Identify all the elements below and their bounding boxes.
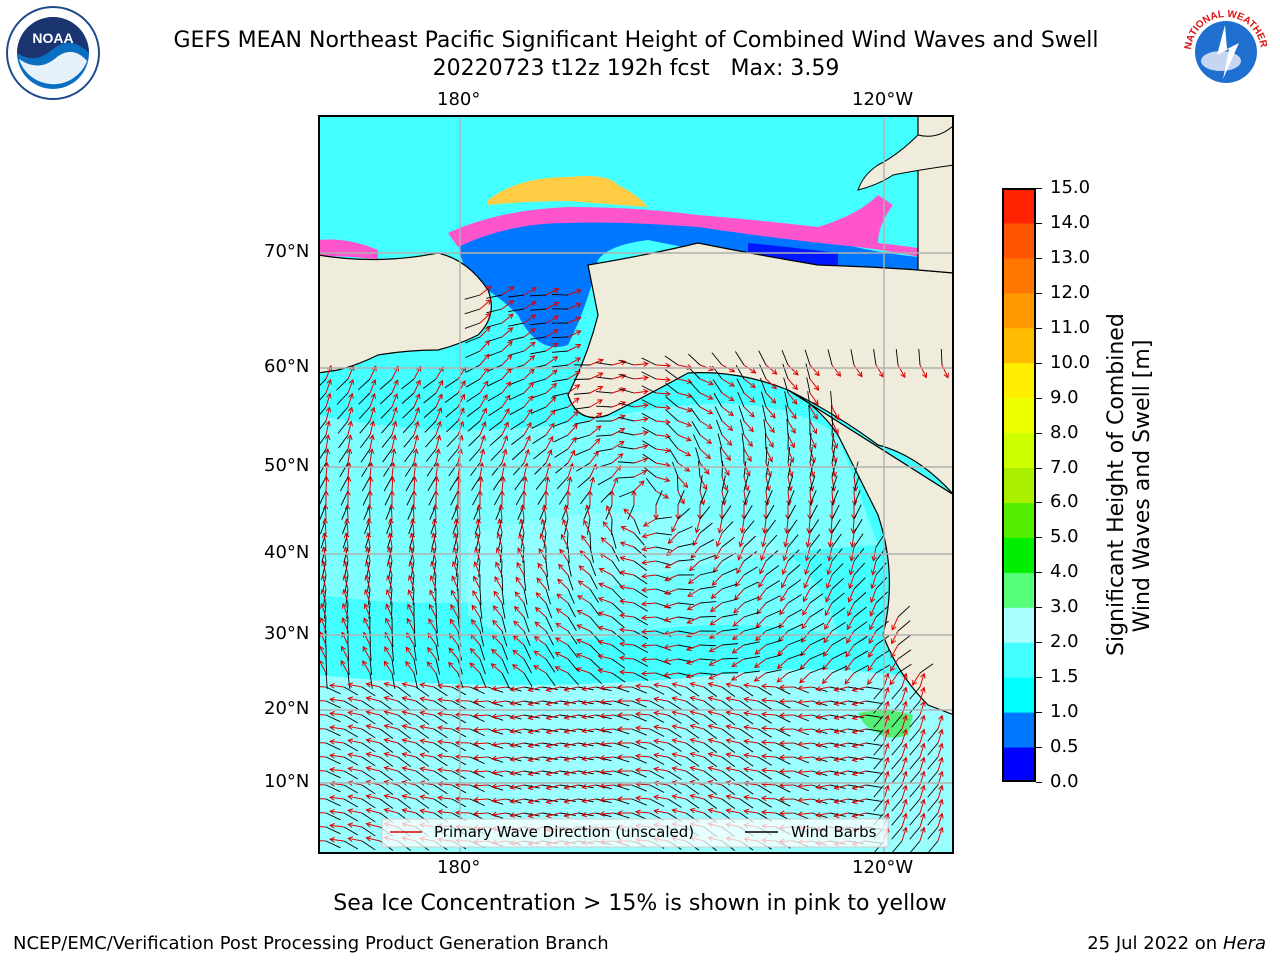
footer-host: Hera: [1223, 933, 1266, 954]
colorbar-tick-label: 1.5: [1050, 666, 1079, 687]
colorbar-tick-mark: [1036, 572, 1042, 573]
colorbar-tick-label: 4.0: [1050, 561, 1079, 582]
wind-barb: [677, 475, 678, 491]
colorbar-tick-label: 9.0: [1050, 387, 1079, 408]
colorbar-segment: [1002, 363, 1036, 398]
x-tick-bottom-120w: 120°W: [852, 857, 913, 878]
y-tick-20n: 20°N: [264, 698, 309, 719]
colorbar-tick-mark: [1036, 328, 1042, 329]
colorbar-tick-mark: [1036, 363, 1042, 364]
wind-barb: [722, 461, 723, 477]
colorbar-tick-mark: [1036, 782, 1042, 783]
chart-subtitle: 20220723 t12z 192h fcst Max: 3.59: [0, 56, 1272, 81]
y-tick-10n: 10°N: [264, 771, 309, 792]
chart-title: GEFS MEAN Northeast Pacific Significant …: [0, 28, 1272, 53]
x-tick-top-180: 180°: [437, 89, 480, 110]
wind-barb: [700, 616, 716, 617]
colorbar-segment: [1002, 258, 1036, 293]
noaa-logo: NOAA: [5, 5, 101, 101]
colorbar-segment: [1002, 188, 1036, 223]
wave-direction-arrow: [370, 477, 371, 491]
colorbar-tick-mark: [1036, 642, 1042, 643]
footer-date-text: 25 Jul 2022 on: [1087, 933, 1223, 954]
colorbar-tick-label: 0.5: [1050, 736, 1079, 757]
colorbar-tick-label: 11.0: [1050, 317, 1090, 338]
wind-barb: [832, 419, 833, 435]
y-tick-40n: 40°N: [264, 542, 309, 563]
colorbar-segment: [1002, 537, 1036, 572]
chart-legend: Primary Wave Direction (unscaled) Wind B…: [382, 819, 888, 847]
colorbar-tick-label: 1.0: [1050, 701, 1079, 722]
colorbar-tick-label: 8.0: [1050, 422, 1079, 443]
x-tick-top-120w: 120°W: [852, 89, 913, 110]
colorbar-tick-mark: [1036, 677, 1042, 678]
colorbar-segment: [1002, 747, 1036, 782]
sea-ice-caption: Sea Ice Concentration > 15% is shown in …: [0, 891, 1280, 916]
wave-direction-arrow: [348, 477, 349, 491]
x-tick-bottom-180: 180°: [437, 857, 480, 878]
colorbar-tick-mark: [1036, 712, 1042, 713]
footer-date: 25 Jul 2022 on Hera: [1087, 933, 1266, 954]
wind-barb: [552, 294, 568, 295]
colorbar-tick-label: 13.0: [1050, 247, 1090, 268]
colorbar-tick-mark: [1036, 398, 1042, 399]
colorbar-tick-label: 15.0: [1050, 177, 1090, 198]
colorbar-segment: [1002, 293, 1036, 328]
y-tick-50n: 50°N: [264, 455, 309, 476]
wave-direction-arrow: [642, 673, 656, 674]
colorbar-segment: [1002, 328, 1036, 363]
colorbar-tick-mark: [1036, 433, 1042, 434]
colorbar-segment: [1002, 398, 1036, 433]
wind-barb: [574, 379, 590, 380]
colorbar-segment: [1002, 712, 1036, 747]
wave-direction-arrow: [326, 477, 327, 491]
colorbar-tick-label: 2.0: [1050, 631, 1079, 652]
colorbar-tick-mark: [1036, 293, 1042, 294]
colorbar-tick-label: 12.0: [1050, 282, 1090, 303]
colorbar-tick-mark: [1036, 537, 1042, 538]
colorbar-label-line1: Significant Height of Combined: [1104, 316, 1130, 656]
colorbar-tick-mark: [1036, 258, 1042, 259]
legend-label-barbs: Wind Barbs: [791, 823, 877, 841]
colorbar-segment: [1002, 223, 1036, 258]
colorbar-segment: [1002, 572, 1036, 607]
y-tick-60n: 60°N: [264, 356, 309, 377]
colorbar-tick-label: 3.0: [1050, 596, 1079, 617]
colorbar-segment: [1002, 607, 1036, 642]
wave-direction-arrow: [369, 505, 370, 519]
map-plot: Primary Wave Direction (unscaled) Wind B…: [318, 115, 954, 854]
colorbar-segment: [1002, 642, 1036, 677]
colorbar-tick-label: 10.0: [1050, 352, 1090, 373]
colorbar-tick-mark: [1036, 188, 1042, 189]
footer-credit: NCEP/EMC/Verification Post Processing Pr…: [13, 933, 609, 954]
y-tick-30n: 30°N: [264, 623, 309, 644]
colorbar-tick-label: 14.0: [1050, 212, 1090, 233]
legend-label-wave: Primary Wave Direction (unscaled): [434, 823, 694, 841]
colorbar-tick-label: 5.0: [1050, 526, 1079, 547]
colorbar-label-line2: Wind Waves and Swell [m]: [1130, 316, 1156, 656]
colorbar-tick-mark: [1036, 223, 1042, 224]
y-tick-70n: 70°N: [264, 241, 309, 262]
colorbar-tick-label: 0.0: [1050, 771, 1079, 792]
colorbar-label: Significant Height of Combined Wind Wave…: [1010, 460, 1250, 512]
colorbar-segment: [1002, 677, 1036, 712]
wave-direction-arrow: [325, 505, 326, 519]
wave-direction-arrow: [347, 505, 348, 519]
colorbar-tick-mark: [1036, 747, 1042, 748]
colorbar-tick-mark: [1036, 607, 1042, 608]
